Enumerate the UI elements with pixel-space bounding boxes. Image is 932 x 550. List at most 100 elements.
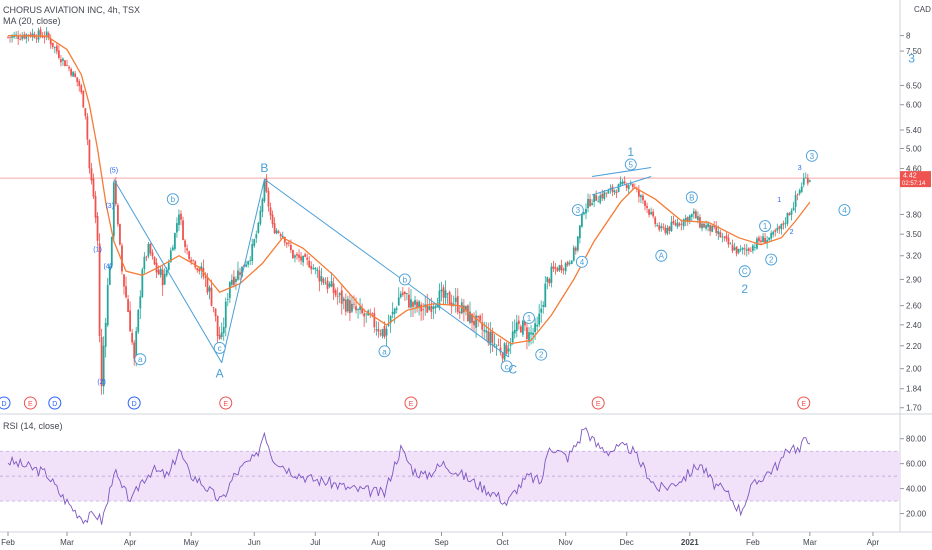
candle-body bbox=[218, 334, 221, 339]
chart-title: CHORUS AVIATION INC, 4h, TSX bbox=[3, 5, 141, 15]
price-tick-label: 2.20 bbox=[906, 342, 922, 351]
candle-body bbox=[491, 331, 494, 343]
candle-body bbox=[114, 180, 117, 205]
candle-body bbox=[564, 263, 567, 272]
candle-body bbox=[157, 270, 160, 275]
candle-body bbox=[678, 223, 681, 226]
candle-body bbox=[568, 262, 571, 264]
candle-body bbox=[41, 36, 44, 38]
time-tick-label: 2021 bbox=[681, 538, 699, 547]
candle-body bbox=[601, 193, 604, 199]
axes: 8 7.50 6.50 6.00 5.40 5.00 4.60 3.80 3.50 3.20 2.9… bbox=[1, 32, 926, 547]
candle-body bbox=[438, 290, 441, 309]
wave-label-minor: 3 bbox=[798, 165, 802, 172]
wave-label-minor: (4) bbox=[103, 264, 112, 271]
candle-body bbox=[605, 192, 608, 194]
candle-body bbox=[88, 139, 91, 169]
candle-body bbox=[330, 281, 333, 287]
price-tick-label: 2.90 bbox=[906, 275, 922, 284]
candle-body bbox=[178, 214, 180, 225]
candle-body bbox=[324, 283, 327, 285]
candle-body bbox=[255, 234, 258, 239]
candle-body bbox=[430, 305, 433, 313]
candle-body bbox=[556, 268, 559, 272]
candle-body bbox=[646, 206, 648, 209]
wave-label-circle bbox=[765, 253, 778, 266]
candle-body bbox=[477, 315, 480, 318]
candle-body bbox=[110, 236, 113, 267]
candle-body bbox=[233, 276, 235, 285]
price-tick-label: 1.84 bbox=[906, 385, 922, 394]
candle-body bbox=[123, 274, 125, 287]
candle-body bbox=[652, 211, 655, 217]
candle-body bbox=[292, 250, 294, 259]
candle-body bbox=[440, 289, 443, 292]
candle-body bbox=[17, 36, 20, 40]
candle-body bbox=[340, 290, 343, 304]
candle-body bbox=[84, 108, 87, 116]
candle-body bbox=[749, 250, 752, 252]
candle-body bbox=[664, 227, 667, 233]
candle-body bbox=[21, 36, 24, 40]
candle-body bbox=[566, 261, 569, 266]
wave-label: C bbox=[742, 267, 748, 276]
candle-body bbox=[11, 35, 13, 38]
candle-body bbox=[342, 298, 345, 302]
candle-body bbox=[717, 231, 720, 235]
candle-body bbox=[617, 184, 620, 193]
candle-body bbox=[159, 268, 162, 276]
candle-body bbox=[776, 227, 779, 231]
candle-body bbox=[100, 336, 103, 387]
candle-body bbox=[790, 210, 793, 215]
candle-body bbox=[676, 222, 679, 227]
candle-body bbox=[509, 344, 512, 346]
candle-body bbox=[436, 305, 439, 308]
candle-body bbox=[31, 33, 34, 37]
candle-body bbox=[239, 272, 241, 275]
candle-body bbox=[544, 283, 547, 308]
candle-body bbox=[261, 199, 264, 212]
candle-body bbox=[49, 38, 52, 45]
candle-body bbox=[684, 217, 687, 222]
time-tick-label: Jul bbox=[310, 538, 320, 547]
ma-line bbox=[7, 34, 811, 345]
candle-body bbox=[589, 199, 591, 206]
candle-body bbox=[758, 237, 760, 242]
candle-body bbox=[62, 58, 64, 61]
time-tick-label: Dec bbox=[620, 538, 634, 547]
candle-body bbox=[314, 267, 317, 270]
candle-body bbox=[318, 270, 321, 282]
elliott-wave-lines bbox=[113, 167, 652, 363]
candle-body bbox=[357, 309, 359, 311]
candle-body bbox=[139, 296, 142, 309]
event-marker-label: E bbox=[28, 401, 33, 408]
candle-body bbox=[334, 290, 337, 296]
candle-body bbox=[621, 181, 624, 184]
candle-body bbox=[747, 248, 750, 251]
wave-label-minor: 1 bbox=[777, 197, 781, 204]
earnings-marker bbox=[591, 396, 605, 410]
candle-body bbox=[283, 236, 286, 243]
wave-line bbox=[592, 167, 652, 178]
candle-body bbox=[108, 266, 111, 285]
candle-body bbox=[432, 306, 435, 310]
candle-body bbox=[78, 81, 81, 86]
candle-body bbox=[249, 260, 252, 262]
wave-label: b bbox=[403, 275, 408, 284]
candle-body bbox=[269, 207, 272, 216]
candle-body bbox=[499, 347, 502, 353]
moving-average-series bbox=[7, 34, 811, 345]
candle-body bbox=[281, 235, 284, 238]
wave-label-minor: (3) bbox=[105, 203, 114, 210]
price-tick-label: 3.50 bbox=[906, 230, 922, 239]
wave-line bbox=[221, 179, 265, 363]
wave-label-circle bbox=[166, 193, 179, 206]
dividend-marker bbox=[0, 396, 11, 410]
wave-label-minor: (2) bbox=[97, 379, 106, 386]
candle-body bbox=[80, 85, 83, 93]
event-marker-label: D bbox=[52, 401, 57, 408]
candle-body bbox=[721, 236, 724, 238]
rsi-tick-label: 20.00 bbox=[906, 510, 927, 519]
candle-body bbox=[180, 213, 182, 220]
